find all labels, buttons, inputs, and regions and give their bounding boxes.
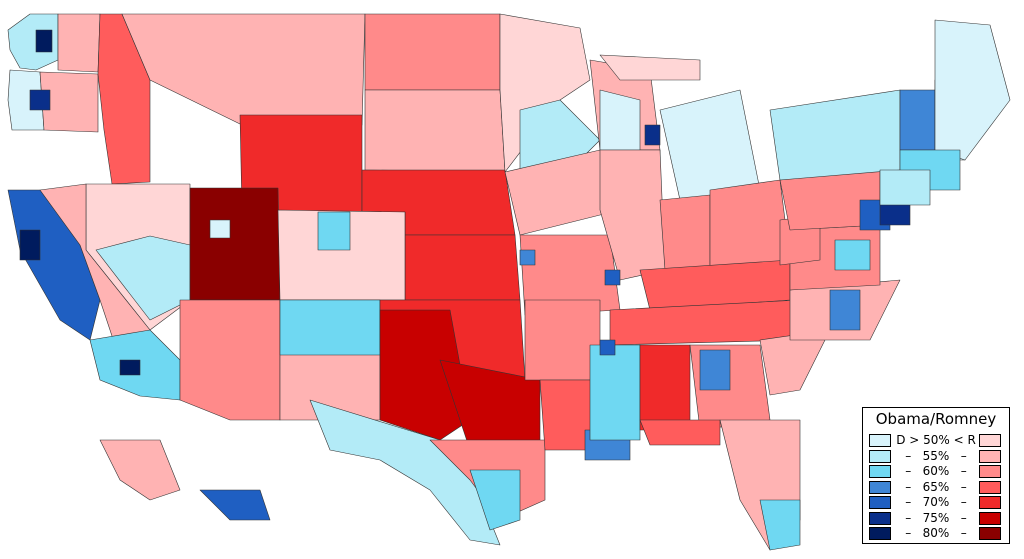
legend-label: – 75% – xyxy=(905,510,967,525)
legend-label: D > 50% < R xyxy=(896,433,976,447)
region-ohio xyxy=(709,179,791,271)
legend-row: – 55% – xyxy=(863,448,1009,464)
region-georgia-atlanta xyxy=(699,349,731,391)
region-memphis xyxy=(599,339,616,356)
region-connecticut xyxy=(879,169,931,206)
legend-label: – 60% – xyxy=(905,464,967,478)
region-south-dakota xyxy=(364,89,506,173)
region-kansas-city xyxy=(519,249,536,266)
legend-swatch-dem xyxy=(869,434,891,447)
region-salt-lake-city xyxy=(209,219,231,239)
region-los-angeles xyxy=(119,359,141,376)
region-seattle xyxy=(35,29,53,53)
legend-label: – 80% – xyxy=(905,526,967,540)
region-vermont xyxy=(899,89,936,151)
region-texas-panhandle xyxy=(379,309,471,441)
region-portland xyxy=(29,89,51,111)
region-milwaukee xyxy=(644,124,661,146)
region-virginia-north xyxy=(834,239,871,271)
region-alaska xyxy=(99,439,181,501)
legend-swatch-rep xyxy=(979,480,1001,494)
legend-row: – 60% – xyxy=(863,465,1009,479)
legend-swatch-rep xyxy=(979,527,1001,540)
legend-swatch-rep xyxy=(979,496,1001,509)
legend-label: – 70% – xyxy=(905,495,967,509)
legend-label: – 65% – xyxy=(905,479,967,494)
region-florida-south xyxy=(759,499,801,551)
region-michigan-up xyxy=(599,54,701,81)
region-oregon-east xyxy=(39,71,99,133)
region-michigan xyxy=(659,89,761,201)
region-arkansas xyxy=(524,299,601,381)
legend-row: – 75% – xyxy=(863,510,1009,526)
region-san-francisco xyxy=(19,229,41,261)
region-florida-panhandle xyxy=(639,419,721,446)
legend-swatch-dem xyxy=(869,449,891,463)
region-north-dakota xyxy=(364,13,501,91)
legend-row: D > 50% < R xyxy=(863,434,1009,448)
legend-row: – 65% – xyxy=(863,479,1009,495)
region-houston xyxy=(469,469,521,531)
legend-swatch-dem xyxy=(869,465,891,478)
region-wisconsin-west xyxy=(599,89,641,151)
legend-row: – 80% – xyxy=(863,527,1009,541)
legend-label: – 55% – xyxy=(905,448,967,463)
region-kansas xyxy=(404,234,521,301)
legend-row: – 70% – xyxy=(863,496,1009,510)
region-utah xyxy=(189,187,281,301)
legend: Obama/Romney D > 50% < R – 55% – – 60% – – … xyxy=(862,407,1010,544)
legend-swatch-rep xyxy=(979,449,1001,463)
region-maine xyxy=(934,19,1011,161)
region-arizona xyxy=(179,299,281,421)
region-mississippi xyxy=(589,344,641,441)
region-alabama xyxy=(639,344,691,431)
region-colorado-denver xyxy=(317,211,351,251)
legend-swatch-rep xyxy=(979,434,1001,447)
region-nc-triangle xyxy=(829,289,861,331)
region-st-louis xyxy=(604,269,621,286)
region-washington-west xyxy=(7,13,59,71)
region-oregon-west xyxy=(7,69,45,131)
region-hawaii xyxy=(199,489,271,521)
legend-swatch-rep xyxy=(979,465,1001,478)
legend-title: Obama/Romney xyxy=(875,410,997,428)
legend-swatch-dem xyxy=(869,496,891,509)
legend-swatch-dem xyxy=(869,480,891,494)
region-washington-east xyxy=(57,13,101,73)
region-montana xyxy=(121,13,366,126)
region-new-york xyxy=(769,89,901,181)
legend-swatch-dem xyxy=(869,511,891,525)
legend-swatch-dem xyxy=(869,527,891,540)
region-indiana xyxy=(659,194,711,271)
region-new-mexico-north xyxy=(279,299,381,356)
legend-swatch-rep xyxy=(979,511,1001,525)
